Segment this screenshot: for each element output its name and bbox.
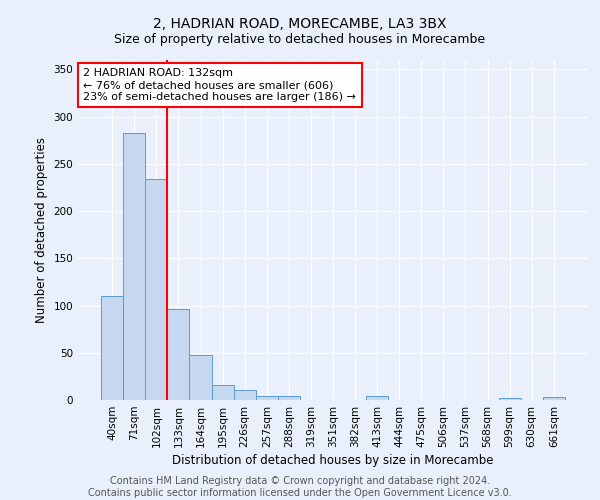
Text: Size of property relative to detached houses in Morecambe: Size of property relative to detached ho… — [115, 32, 485, 46]
Bar — [167, 310, 190, 400]
Bar — [278, 396, 300, 400]
Text: Contains HM Land Registry data © Crown copyright and database right 2024.
Contai: Contains HM Land Registry data © Crown c… — [88, 476, 512, 498]
Text: 2, HADRIAN ROAD, MORECAMBE, LA3 3BX: 2, HADRIAN ROAD, MORECAMBE, LA3 3BX — [153, 18, 447, 32]
Bar — [145, 179, 167, 400]
Text: 2 HADRIAN ROAD: 132sqm
← 76% of detached houses are smaller (606)
23% of semi-de: 2 HADRIAN ROAD: 132sqm ← 76% of detached… — [83, 68, 356, 102]
Bar — [543, 397, 565, 400]
X-axis label: Distribution of detached houses by size in Morecambe: Distribution of detached houses by size … — [172, 454, 494, 467]
Bar — [366, 396, 388, 400]
Bar — [256, 396, 278, 400]
Bar — [101, 296, 123, 400]
Bar — [212, 385, 233, 400]
Bar — [190, 354, 212, 400]
Bar — [233, 390, 256, 400]
Bar — [123, 132, 145, 400]
Bar — [499, 398, 521, 400]
Y-axis label: Number of detached properties: Number of detached properties — [35, 137, 48, 323]
